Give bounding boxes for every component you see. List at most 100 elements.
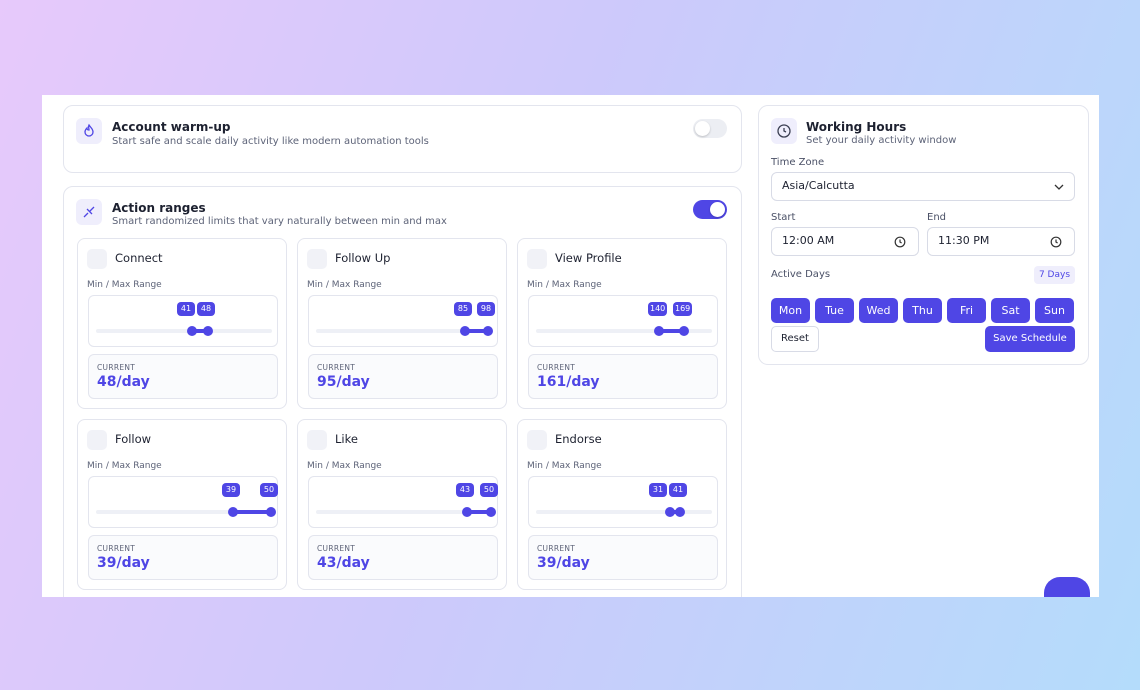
range-label: Min / Max Range bbox=[307, 280, 382, 290]
clock-icon-box bbox=[771, 118, 797, 144]
range-slider: 85 98 bbox=[308, 295, 498, 347]
day-button[interactable]: Mon bbox=[771, 298, 810, 323]
start-value: 12:00 AM bbox=[782, 234, 835, 247]
card-icon bbox=[527, 249, 547, 269]
warmup-subtitle: Start safe and scale daily activity like… bbox=[112, 136, 429, 147]
day-button[interactable]: Wed bbox=[859, 298, 898, 323]
current-box: CURRENT 43/day bbox=[308, 535, 498, 580]
current-label: CURRENT bbox=[537, 363, 576, 372]
slider-track bbox=[316, 510, 492, 514]
chat-button[interactable] bbox=[1044, 577, 1090, 597]
end-label: End bbox=[927, 212, 947, 223]
min-bubble: 39 bbox=[222, 483, 240, 497]
day-button[interactable]: Sat bbox=[991, 298, 1030, 323]
toggle-knob bbox=[695, 121, 710, 136]
range-card: Connect Min / Max Range 41 48 CURRENT 48/day bbox=[77, 238, 287, 409]
action-ranges-card: Action ranges Smart randomized limits th… bbox=[63, 186, 742, 597]
slider-track bbox=[536, 510, 712, 514]
end-input[interactable]: 11:30 PM bbox=[927, 227, 1075, 256]
range-card: Follow Min / Max Range 39 50 CURRENT 39/day bbox=[77, 419, 287, 590]
max-handle bbox=[203, 326, 213, 336]
max-handle bbox=[679, 326, 689, 336]
range-label: Min / Max Range bbox=[527, 461, 602, 471]
card-icon bbox=[87, 430, 107, 450]
range-label: Min / Max Range bbox=[87, 461, 162, 471]
clock-icon bbox=[777, 124, 791, 138]
timezone-select[interactable]: Asia/Calcutta bbox=[771, 172, 1075, 201]
warmup-card: Account warm-up Start safe and scale dai… bbox=[63, 105, 742, 173]
card-icon bbox=[87, 249, 107, 269]
min-handle bbox=[187, 326, 197, 336]
card-icon bbox=[527, 430, 547, 450]
current-value: 48/day bbox=[97, 374, 150, 390]
clock-small bbox=[1050, 236, 1062, 248]
min-handle bbox=[654, 326, 664, 336]
max-handle bbox=[675, 507, 685, 517]
timezone-value: Asia/Calcutta bbox=[782, 179, 855, 192]
warmup-toggle[interactable] bbox=[693, 119, 727, 138]
card-name: Follow Up bbox=[335, 251, 391, 265]
min-bubble: 41 bbox=[177, 302, 195, 316]
timezone-label: Time Zone bbox=[771, 157, 825, 168]
slider-fill bbox=[659, 329, 684, 333]
slider-fill bbox=[233, 510, 271, 514]
days-count-badge: 7 Days bbox=[1034, 266, 1075, 284]
range-card: Like Min / Max Range 43 50 CURRENT 43/day bbox=[297, 419, 507, 590]
min-bubble: 43 bbox=[456, 483, 474, 497]
end-value: 11:30 PM bbox=[938, 234, 990, 247]
day-button[interactable]: Sun bbox=[1035, 298, 1074, 323]
ranges-subtitle: Smart randomized limits that vary natura… bbox=[112, 216, 447, 227]
range-label: Min / Max Range bbox=[87, 280, 162, 290]
range-slider: 39 50 bbox=[88, 476, 278, 528]
current-value: 43/day bbox=[317, 555, 370, 571]
ranges-toggle[interactable] bbox=[693, 200, 727, 219]
min-bubble: 85 bbox=[454, 302, 472, 316]
max-handle bbox=[486, 507, 496, 517]
current-box: CURRENT 39/day bbox=[528, 535, 718, 580]
max-bubble: 41 bbox=[669, 483, 687, 497]
min-handle bbox=[460, 326, 470, 336]
card-name: View Profile bbox=[555, 251, 622, 265]
current-box: CURRENT 39/day bbox=[88, 535, 278, 580]
day-button[interactable]: Tue bbox=[815, 298, 854, 323]
hours-title: Working Hours bbox=[806, 120, 907, 134]
range-slider: 43 50 bbox=[308, 476, 498, 528]
slider-fill bbox=[467, 510, 491, 514]
current-label: CURRENT bbox=[97, 363, 136, 372]
max-bubble: 98 bbox=[477, 302, 495, 316]
current-value: 39/day bbox=[97, 555, 150, 571]
slider-track bbox=[96, 510, 272, 514]
working-hours-card: Working Hours Set your daily activity wi… bbox=[758, 105, 1089, 365]
day-button[interactable]: Fri bbox=[947, 298, 986, 323]
ranges-icon bbox=[76, 199, 102, 225]
range-card: Endorse Min / Max Range 31 41 CURRENT 39/day bbox=[517, 419, 727, 590]
clock-small bbox=[894, 236, 906, 248]
card-icon bbox=[307, 430, 327, 450]
ranges-title: Action ranges bbox=[112, 201, 206, 215]
max-handle bbox=[483, 326, 493, 336]
slider-track bbox=[536, 329, 712, 333]
card-name: Like bbox=[335, 432, 358, 446]
reset-button[interactable]: Reset bbox=[771, 326, 819, 352]
day-button[interactable]: Thu bbox=[903, 298, 942, 323]
save-button[interactable]: Save Schedule bbox=[985, 326, 1075, 352]
range-slider: 41 48 bbox=[88, 295, 278, 347]
min-handle bbox=[462, 507, 472, 517]
range-label: Min / Max Range bbox=[307, 461, 382, 471]
current-box: CURRENT 95/day bbox=[308, 354, 498, 399]
min-bubble: 140 bbox=[648, 302, 668, 316]
warmup-title: Account warm-up bbox=[112, 120, 231, 134]
start-input[interactable]: 12:00 AM bbox=[771, 227, 919, 256]
card-name: Connect bbox=[115, 251, 163, 265]
settings-panel: Account warm-up Start safe and scale dai… bbox=[42, 95, 1099, 597]
range-card: View Profile Min / Max Range 140 169 CURRENT… bbox=[517, 238, 727, 409]
slider-track bbox=[96, 329, 272, 333]
range-slider: 140 169 bbox=[528, 295, 718, 347]
max-bubble: 169 bbox=[673, 302, 693, 316]
flame-icon bbox=[84, 123, 94, 137]
current-value: 95/day bbox=[317, 374, 370, 390]
max-bubble: 50 bbox=[260, 483, 278, 497]
min-bubble: 31 bbox=[649, 483, 667, 497]
